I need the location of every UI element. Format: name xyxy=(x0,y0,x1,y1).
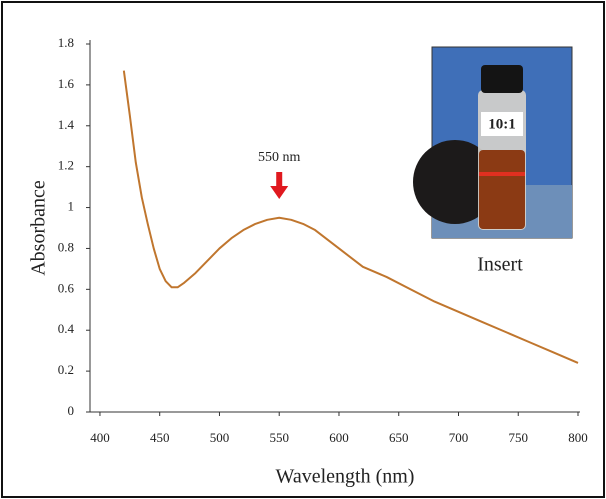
y-tick-label: 1.6 xyxy=(58,76,75,91)
inset-label: 10:1 xyxy=(488,116,516,132)
y-tick-label: 1.8 xyxy=(58,35,74,50)
inset-cap xyxy=(481,65,523,93)
y-axis-title: Absorbance xyxy=(28,180,50,276)
x-tick-label: 550 xyxy=(269,430,289,445)
inset-liquid xyxy=(479,150,525,229)
chart: Absorbance Wavelength (nm) 10:1 Insert 0… xyxy=(0,0,606,499)
x-tick-label: 600 xyxy=(329,430,349,445)
x-axis-title: Wavelength (nm) xyxy=(276,466,415,488)
inset-caption: Insert xyxy=(477,254,523,276)
x-tick-label: 750 xyxy=(508,430,528,445)
x-tick-label: 500 xyxy=(210,430,230,445)
y-tick-label: 0.8 xyxy=(58,239,74,254)
x-tick-label: 450 xyxy=(150,430,170,445)
y-tick-label: 1.4 xyxy=(58,117,75,132)
x-tick-label: 800 xyxy=(568,430,588,445)
y-tick-label: 0.2 xyxy=(58,362,74,377)
inset-laser xyxy=(479,172,525,176)
y-tick-label: 0.4 xyxy=(58,321,75,336)
y-tick-label: 1.2 xyxy=(58,158,74,173)
y-tick-label: 0 xyxy=(68,403,75,418)
y-tick-label: 1 xyxy=(68,199,75,214)
y-tick-label: 0.6 xyxy=(58,280,75,295)
x-tick-label: 700 xyxy=(449,430,469,445)
x-tick-label: 400 xyxy=(90,430,110,445)
annotation-text: 550 nm xyxy=(258,150,301,165)
x-tick-label: 650 xyxy=(389,430,409,445)
